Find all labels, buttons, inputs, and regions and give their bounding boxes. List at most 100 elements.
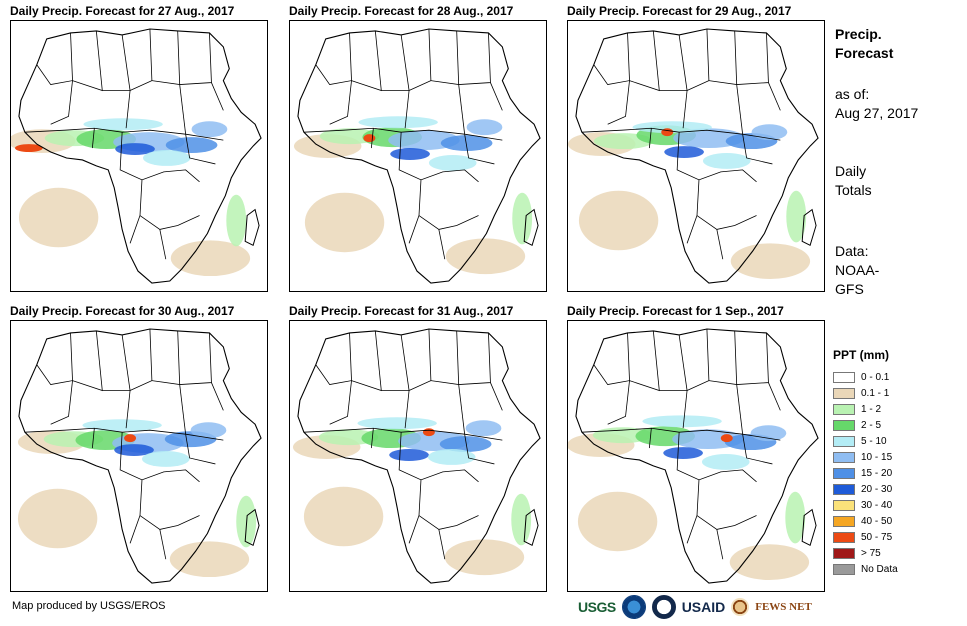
continent-outline [297,28,541,284]
panel-title: Daily Precip. Forecast for 1 Sep., 2017 [567,304,784,318]
precip-area [191,121,228,138]
map-credit: Map produced by USGS/EROS [12,600,166,612]
legend: PPT (mm) 0 - 0.1 0.1 - 1 1 - 2 2 - 5 5 - 10 1… [833,348,898,577]
country-border [185,434,216,465]
precip-map [567,20,825,292]
country-border [50,380,73,425]
continent-outline [18,28,262,284]
usaid-logo: USAID [681,599,726,615]
heading-line-1: Precip. [835,26,882,42]
country-border [490,82,503,111]
country-border [398,432,479,483]
country-border [682,90,688,129]
precip-area [664,146,704,158]
country-border [315,32,352,85]
country-border [629,30,660,92]
country-border [72,330,103,392]
country-border [408,215,420,244]
country-border [151,330,181,386]
country-border [686,328,710,391]
legend-item: 50 - 75 [833,529,898,545]
legend-swatch [833,515,855,527]
legend-label: 10 - 15 [861,451,893,463]
country-border [458,84,466,135]
country-border [102,34,131,91]
panel-title: Daily Precip. Forecast for 28 Aug., 2017 [289,4,514,18]
data-line-2: NOAA- [835,262,880,278]
country-border [716,529,724,560]
country-border [408,515,420,544]
precip-area [358,116,438,129]
country-border [682,390,688,429]
country-border [736,384,744,435]
precip-area [465,420,502,437]
precip-area [730,243,811,280]
country-border [125,390,131,429]
panel-title: Daily Precip. Forecast for 30 Aug., 2017 [10,304,235,318]
precip-area [440,135,493,152]
legend-title: PPT (mm) [833,348,890,362]
country-border [329,80,352,125]
country-border [139,179,200,230]
precip-area [702,153,751,169]
precip-area [428,155,477,171]
precip-area [786,190,807,243]
country-border [404,390,410,429]
country-border [179,84,187,135]
heavy-precip-area [661,128,674,137]
precip-area [729,544,810,581]
legend-swatch [833,451,855,463]
country-border [430,30,460,86]
precip-map [10,320,268,592]
precip-area [142,150,191,166]
precip-area [390,148,430,160]
heavy-precip-area [422,428,435,437]
country-border [179,384,187,435]
country-border [36,332,73,385]
country-border [607,380,630,425]
fews-net-logo: FEWS NET [755,601,812,613]
partner-logos: USGS USAID FEWS NET [578,594,812,620]
legend-swatch [833,419,855,431]
data-source-block: Data: NOAA- GFS [835,242,879,299]
country-border [438,529,446,560]
precip-area [577,491,658,552]
madagascar-outline [244,208,260,247]
country-border [125,90,131,129]
precip-area [445,238,526,275]
legend-swatch [833,499,855,511]
totals-line-1: Daily [835,163,867,179]
heavy-precip-area [720,434,733,443]
continent-outline [575,28,819,284]
precip-area [511,493,532,546]
country-border [129,515,141,544]
precip-area [236,495,257,548]
data-line-1: Data: [835,243,869,259]
legend-swatch [833,547,855,559]
country-border [408,28,432,91]
country-border [418,179,479,230]
country-border [370,428,374,449]
country-border [438,229,446,260]
precip-area [663,447,703,459]
country-border [629,330,660,392]
precip-area [141,451,190,467]
country-border [768,82,781,111]
country-border [129,28,153,91]
precip-area [785,491,806,544]
legend-swatch [833,387,855,399]
country-border [768,382,781,411]
precip-map [567,320,825,592]
precip-area [170,240,251,277]
as-of-date: Aug 27, 2017 [835,105,919,121]
country-border [404,90,410,129]
country-border [408,328,432,391]
legend-label: 20 - 30 [861,483,893,495]
country-border [102,334,131,391]
heavy-precip-area [14,144,43,153]
country-border [648,128,652,149]
country-border [91,128,95,149]
usaid-seal-icon [651,595,676,619]
precip-map [10,20,268,292]
legend-item: 15 - 20 [833,465,898,481]
